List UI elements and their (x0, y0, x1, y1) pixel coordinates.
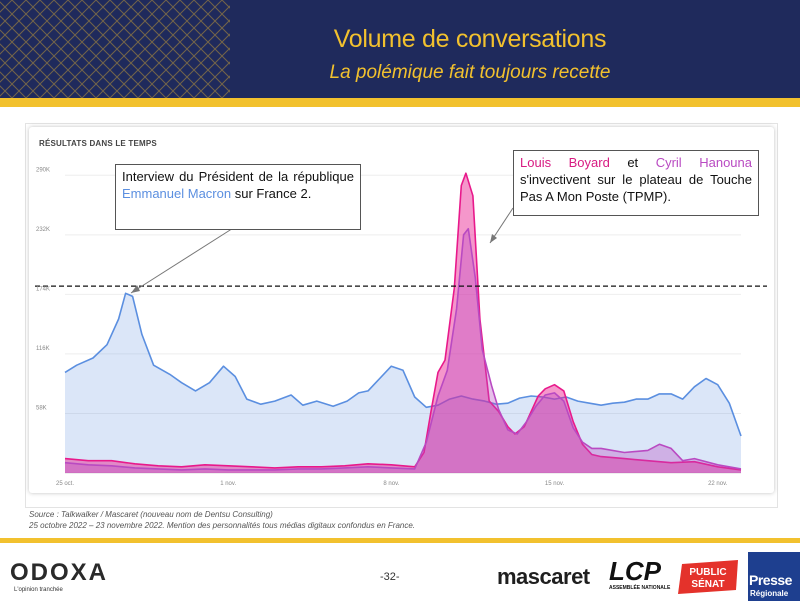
lcp-tagline: ASSEMBLÉE NATIONALE (609, 585, 671, 591)
series-line-0 (64, 292, 742, 437)
x-tick-label: 25 oct. (56, 481, 74, 487)
series-areas (64, 172, 742, 473)
annotation-text: et (609, 155, 656, 170)
header-gold-bar (0, 98, 800, 107)
annotation-name-macron: Emmanuel Macron (122, 186, 232, 201)
slide-title: Volume de conversations (333, 25, 607, 53)
x-tick-label: 22 nov. (708, 481, 728, 487)
series-area-0 (65, 293, 741, 473)
annotation-name-hanouna: Cyril Hanouna (655, 155, 752, 170)
source-line-2: 25 octobre 2022 – 23 novembre 2022. Ment… (29, 521, 416, 530)
decorative-line-pattern (0, 0, 230, 98)
public-senat-logo: PUBLIC SÉNAT (678, 560, 738, 594)
series-line-2 (64, 227, 742, 471)
odoxa-logo: ODOXA (10, 559, 109, 586)
annotation-text: Interview du Président de la république (122, 169, 354, 184)
presse-regionale-logo: Presse Régionale (748, 552, 800, 601)
x-tick-label: 1 nov. (220, 481, 236, 487)
footer-gold-bar (0, 538, 800, 543)
slide-subtitle: La polémique fait toujours recette (329, 62, 611, 83)
annotation-macron-interview: Interview du Président de la république … (115, 164, 361, 230)
y-tick-label: 174K (36, 286, 50, 292)
arrow-macron-head (131, 285, 140, 293)
lcp-logo: LCP (609, 556, 661, 586)
annotation-tpmp-clash: Louis Boyard et Cyril Hanouna s'invectiv… (513, 150, 759, 216)
source-line-1: Source : Talkwalker / Mascaret (nouveau … (29, 510, 273, 519)
x-tick-label: 15 nov. (545, 481, 565, 487)
mascaret-logo: mascaret (497, 564, 590, 589)
y-tick-label: 290K (36, 167, 50, 173)
source-note: Source : Talkwalker / Mascaret (nouveau … (29, 509, 415, 531)
presse-subtitle: Régionale (750, 589, 789, 598)
header-banner: Volume de conversations La polémique fai… (0, 0, 800, 107)
odoxa-tagline: L'opinion tranchée (14, 587, 63, 593)
chart-title: RÉSULTATS DANS LE TEMPS (39, 139, 157, 148)
arrow-tpmp-head (490, 234, 497, 243)
y-tick-label: 232K (36, 227, 50, 233)
x-axis-ticks: 25 oct. 1 nov. 8 nov. 15 nov. 22 nov. (56, 481, 728, 487)
y-tick-label: 58K (36, 405, 47, 411)
page-number: -32- (380, 571, 400, 583)
arrow-macron (130, 224, 239, 294)
slide-frame (25, 123, 778, 508)
annotation-text: s'invectivent sur le plateau de Touche P… (520, 172, 752, 204)
x-tick-label: 8 nov. (383, 481, 399, 487)
public-senat-line2: SÉNAT (691, 577, 724, 590)
series-line-1 (64, 172, 742, 471)
public-senat-line1: PUBLIC (689, 567, 726, 578)
annotation-text: sur France 2. (231, 186, 312, 201)
y-axis-ticks: 58K 116K 174K 232K 290K (36, 167, 50, 411)
presse-title: Presse (749, 572, 792, 588)
area-chart: 58K 116K 174K 232K 290K 25 oct. 1 nov. 8 nov. 1… (35, 167, 767, 487)
annotation-name-boyard: Louis Boyard (520, 155, 610, 170)
y-tick-label: 116K (36, 346, 50, 352)
annotation-arrows (130, 207, 514, 294)
